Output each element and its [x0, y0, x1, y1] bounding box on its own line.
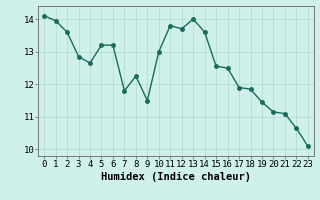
X-axis label: Humidex (Indice chaleur): Humidex (Indice chaleur) [101, 172, 251, 182]
